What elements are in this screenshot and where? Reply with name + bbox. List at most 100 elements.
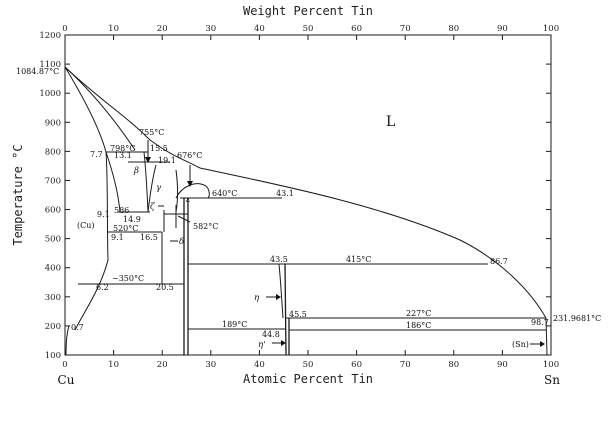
bottom-tick-label: 0 [62, 360, 67, 370]
phase-beta-label: β [133, 166, 139, 176]
comp-label-7-7: 7.7 [90, 150, 103, 159]
comp-label-43-5: 43.5 [270, 255, 288, 264]
comp-label-44-8: 44.8 [262, 330, 280, 339]
left-tick-label: 800 [45, 147, 61, 157]
phase-epsilon-label: ε [186, 195, 191, 205]
temp-label-586: 586 [114, 206, 129, 215]
comp-label-9-1a: 9.1 [97, 210, 110, 219]
comp-label-43-1: 43.1 [276, 189, 294, 198]
left-tick-label: 700 [45, 176, 61, 186]
gamma-left [147, 164, 157, 213]
bottom-tick-label: 80 [448, 360, 459, 370]
eta-left [278, 263, 284, 319]
comp-label-45-5: 45.5 [289, 310, 307, 319]
temp-label-640: 640°C [212, 189, 237, 198]
phase-gamma-label: γ [156, 183, 162, 193]
liquidus-main [199, 167, 547, 319]
comp-label-0-7: 0.7 [71, 323, 84, 332]
sn-melting-label: 231.9681°C [553, 314, 601, 323]
phase-eta-label: η [254, 293, 260, 303]
left-tick-label: 600 [45, 206, 61, 216]
left-axis-title: Temperature °C [11, 144, 25, 245]
comp-label-9-1b: 9.1 [111, 233, 124, 242]
top-tick-label: 40 [254, 24, 265, 34]
phase-liquid-label: L [386, 114, 395, 130]
left-tick-label: 500 [45, 235, 61, 245]
left-tick-label: 100 [45, 351, 61, 361]
top-ticks: 0 10 20 30 40 50 60 70 80 90 100 [62, 24, 559, 40]
bottom-tick-label: 20 [157, 360, 168, 370]
temp-label-676: 676°C [177, 151, 202, 160]
left-ticks: 100 200 300 400 500 600 700 800 900 1000 1100 1200 [39, 31, 551, 361]
element-label-cu: Cu [58, 373, 75, 387]
liquidus-upper [64, 66, 201, 169]
temp-label-798: 798°C [110, 144, 135, 153]
temp-label-227: 227°C [406, 309, 431, 318]
comp-label-19-1: 19.1 [158, 156, 176, 165]
comp-label-15-5: 15.5 [150, 144, 168, 153]
top-tick-label: 100 [543, 24, 559, 34]
bottom-tick-label: 50 [303, 360, 314, 370]
bottom-tick-label: 90 [497, 360, 508, 370]
comp-label-6-2: 6.2 [96, 283, 109, 292]
bottom-tick-label: 70 [400, 360, 411, 370]
comp-label-20-5: 20.5 [156, 283, 174, 292]
comp-label-16-5: 16.5 [140, 233, 158, 242]
top-tick-label: 70 [400, 24, 411, 34]
top-tick-label: 20 [157, 24, 168, 34]
phase-sn-label: (Sn) [512, 340, 529, 349]
phase-cu-label: (Cu) [77, 221, 95, 230]
temp-label-186: 186°C [406, 321, 431, 330]
bottom-tick-label: 60 [351, 360, 362, 370]
phase-delta-label: δ [179, 237, 184, 247]
top-axis-title: Weight Percent Tin [243, 4, 373, 18]
cu-lower-left [65, 325, 70, 356]
sn-solvus [545, 317, 548, 356]
arrow-582 [177, 215, 191, 223]
bottom-ticks: 0 10 20 30 40 50 60 70 80 90 100 [62, 350, 559, 370]
left-tick-label: 900 [45, 118, 61, 128]
left-tick-label: 300 [45, 293, 61, 303]
temp-label-520: 520°C [113, 224, 138, 233]
bottom-tick-label: 100 [543, 360, 559, 370]
eta-right [284, 263, 287, 356]
comp-label-98-7: 98.7 [531, 318, 549, 327]
arrow-eta-head [276, 294, 281, 300]
left-tick-label: 400 [45, 264, 61, 274]
arrow-676-head [187, 181, 193, 187]
arrow-eta-prime-head [281, 340, 286, 346]
top-tick-label: 30 [205, 24, 216, 34]
left-tick-label: 200 [45, 322, 61, 332]
temp-label-189: 189°C [222, 320, 247, 329]
left-tick-label: 1100 [39, 60, 61, 70]
temp-label-755: 755°C [139, 128, 164, 137]
top-tick-label: 50 [303, 24, 314, 34]
left-tick-label: 1200 [39, 31, 61, 41]
cu-melting-label: 1084.87°C [16, 67, 59, 76]
temp-label-350: ~350°C [112, 274, 144, 283]
phase-eta-prime-label: η' [258, 340, 265, 350]
comp-label-13-1: 13.1 [114, 151, 132, 160]
arrow-sn-head [540, 341, 545, 347]
bottom-tick-label: 30 [205, 360, 216, 370]
top-tick-label: 0 [62, 24, 67, 34]
element-label-sn: Sn [544, 373, 560, 387]
temp-label-582: 582°C [193, 222, 218, 231]
bottom-axis-title: Atomic Percent Tin [243, 372, 373, 386]
top-tick-label: 10 [108, 24, 119, 34]
beta-right [143, 151, 149, 213]
phase-zeta-label: ζ [150, 202, 156, 212]
cu-low-solvus [74, 259, 109, 331]
top-tick-label: 90 [497, 24, 508, 34]
bottom-tick-label: 10 [108, 360, 119, 370]
liquidus-cu-side [64, 66, 136, 151]
temp-label-415: 415°C [346, 255, 371, 264]
plot-frame [64, 34, 552, 356]
bottom-tick-label: 40 [254, 360, 265, 370]
gamma-dome [175, 183, 210, 199]
arrow-755-head [145, 157, 151, 163]
left-tick-label: 1000 [39, 89, 61, 99]
top-tick-label: 80 [448, 24, 459, 34]
cu-solvus [64, 66, 109, 261]
